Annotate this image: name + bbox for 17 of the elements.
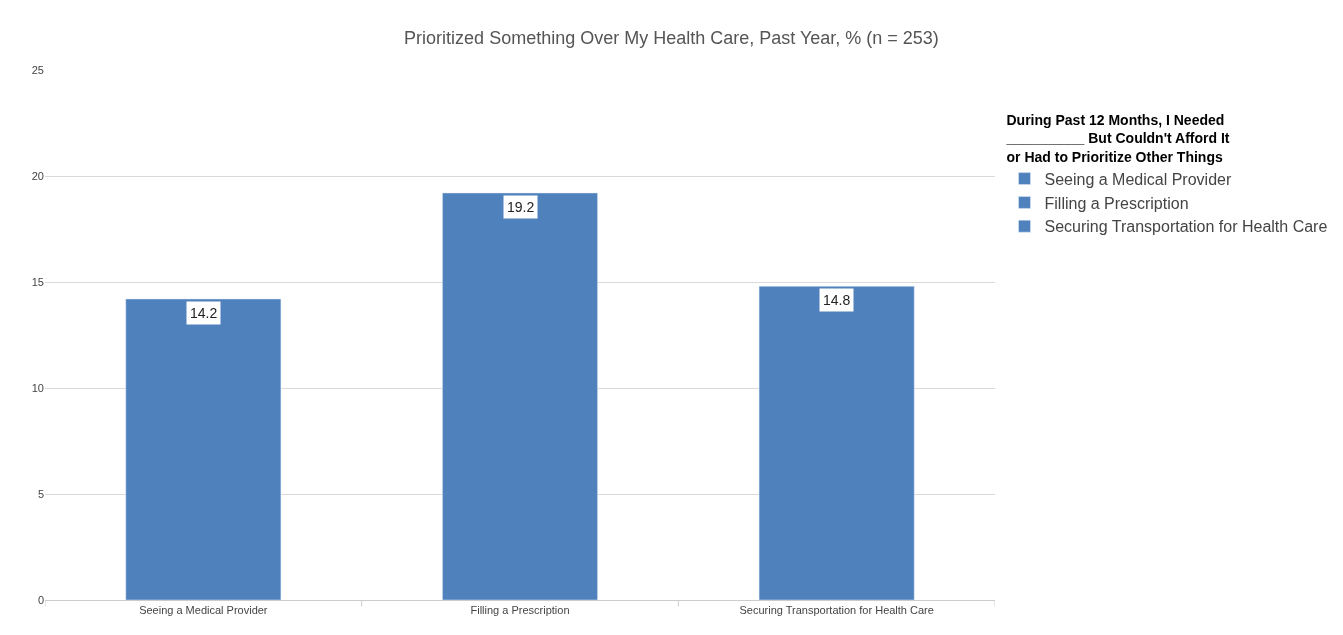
legend-label: Seeing a Medical Provider — [1044, 170, 1232, 188]
x-tick-label: Securing Transportation for Health Care — [739, 604, 934, 617]
chart-title: Prioritized Something Over My Health Care, Past Year, % (n = 253) — [404, 28, 939, 49]
x-tick-label: Filling a Prescription — [470, 604, 570, 617]
y-tick-label: 10 — [31, 381, 44, 394]
y-tick-label: 5 — [37, 487, 44, 500]
y-tick-label: 15 — [31, 275, 44, 288]
legend-title: During Past 12 Months, I Needed __________ But Couldn't Afford It or Had to Prioritize Other Things — [1005, 112, 1230, 165]
y-tick-label: 25 — [31, 63, 44, 76]
data-label: 14.8 — [823, 292, 851, 308]
y-tick-label: 0 — [37, 593, 44, 606]
data-label: 19.2 — [507, 199, 535, 215]
legend-label: Filling a Prescription — [1044, 194, 1189, 212]
data-label: 14.2 — [190, 305, 218, 321]
x-tick-label: Seeing a Medical Provider — [139, 604, 268, 617]
y-tick-label: 20 — [31, 169, 44, 182]
legend-label: Securing Transportation for Health Care — [1044, 218, 1328, 236]
